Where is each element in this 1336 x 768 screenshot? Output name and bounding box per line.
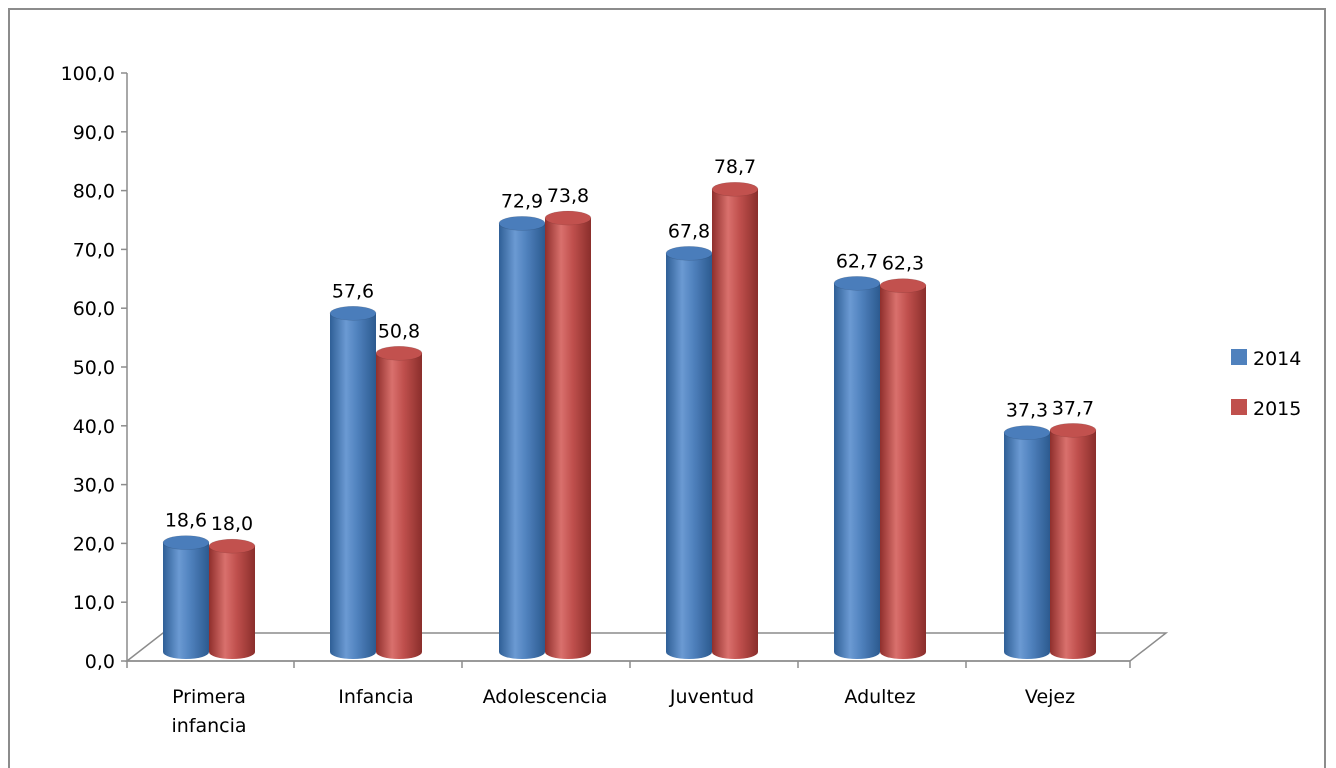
bar-body — [330, 313, 376, 659]
category-axis: Primera infancia Infancia Adolescencia Juven… — [126, 661, 1131, 737]
data-label: 78,7 — [714, 156, 756, 178]
category-label-line: Juventud — [669, 686, 754, 708]
bar-top — [208, 538, 256, 554]
category-label: Adolescencia — [483, 686, 608, 708]
category-label-line: Infancia — [338, 686, 413, 708]
category-label-line: Primera — [172, 686, 246, 708]
y-tick-label: 40,0 — [73, 416, 115, 438]
y-tick-label: 10,0 — [73, 592, 115, 614]
bar-2014 — [1003, 425, 1051, 659]
bar-top — [498, 216, 546, 231]
bar-top — [544, 210, 592, 226]
data-label: 18,6 — [165, 510, 207, 532]
bar-2014 — [329, 306, 377, 659]
y-tick-label: 90,0 — [73, 122, 115, 144]
y-tick-label: 80,0 — [73, 181, 115, 203]
bar-2014 — [665, 246, 713, 659]
data-label: 73,8 — [547, 185, 589, 207]
legend-label-2015: 2015 — [1253, 398, 1301, 420]
legend-swatch-2014 — [1231, 349, 1247, 365]
y-tick-label: 60,0 — [73, 298, 115, 320]
bar-top — [711, 181, 759, 197]
bar-top — [879, 278, 927, 293]
category-label-line: Vejez — [1025, 686, 1075, 708]
bar-2014 — [833, 276, 881, 659]
bar-body — [1004, 432, 1050, 659]
bar-2015 — [711, 181, 759, 659]
bar-body — [880, 285, 926, 659]
category-label-line: infancia — [171, 715, 246, 737]
bar-body — [499, 223, 545, 659]
bar-body — [666, 253, 712, 659]
value-axis: 0,0 10,0 20,0 30,0 40,0 50,0 60,0 70,0 80,0 90,0 1… — [61, 63, 1130, 673]
category-label: Adultez — [844, 686, 915, 708]
bar-body — [834, 283, 880, 659]
bar-body — [712, 189, 758, 659]
legend-label-2014: 2014 — [1253, 348, 1301, 370]
bar-body — [209, 546, 255, 659]
category-label: Vejez — [1025, 686, 1075, 708]
data-label: 57,6 — [332, 280, 374, 302]
bar-2015 — [208, 538, 256, 659]
legend-swatch-2015 — [1231, 399, 1247, 415]
category-label: Juventud — [669, 686, 754, 708]
bar-body — [545, 218, 591, 659]
bars — [162, 181, 1097, 659]
bar-top — [833, 276, 881, 291]
data-label: 62,7 — [836, 250, 878, 272]
bar-top — [329, 306, 377, 321]
bar-top — [1003, 425, 1051, 440]
bar-2015 — [544, 210, 592, 659]
data-label: 50,8 — [378, 320, 420, 342]
y-tick-label: 50,0 — [73, 357, 115, 379]
y-tick-label: 20,0 — [73, 533, 115, 555]
y-tick-label: 0,0 — [85, 651, 115, 673]
bar-2015 — [879, 278, 927, 659]
bar-top — [162, 535, 210, 550]
bar-top — [375, 345, 423, 361]
bar-top — [1049, 423, 1097, 438]
data-label: 62,3 — [882, 253, 924, 275]
y-tick-label: 100,0 — [61, 63, 115, 85]
category-label: Primera infancia — [171, 686, 246, 737]
y-tick-label: 30,0 — [73, 475, 115, 497]
data-label: 18,0 — [211, 513, 253, 535]
legend: 2014 2015 — [1231, 348, 1301, 420]
data-label: 72,9 — [501, 190, 543, 212]
bar-top — [665, 246, 713, 261]
data-labels: 18,6 57,6 72,9 67,8 62,7 37,3 18,0 50,8 73,8 78,7… — [165, 156, 1094, 535]
bar-2014 — [162, 535, 210, 659]
bar-2014 — [498, 216, 546, 659]
bar-body — [376, 353, 422, 659]
category-label-line: Adultez — [844, 686, 915, 708]
data-label: 37,3 — [1006, 400, 1048, 422]
bar-2015 — [375, 345, 423, 659]
data-label: 67,8 — [668, 220, 710, 242]
bar-body — [163, 542, 209, 659]
category-label: Infancia — [338, 686, 413, 708]
y-tick-label: 70,0 — [73, 239, 115, 261]
data-label: 37,7 — [1052, 397, 1094, 419]
category-label-line: Adolescencia — [483, 686, 608, 708]
bar-2015 — [1049, 423, 1097, 659]
bar-body — [1050, 430, 1096, 659]
